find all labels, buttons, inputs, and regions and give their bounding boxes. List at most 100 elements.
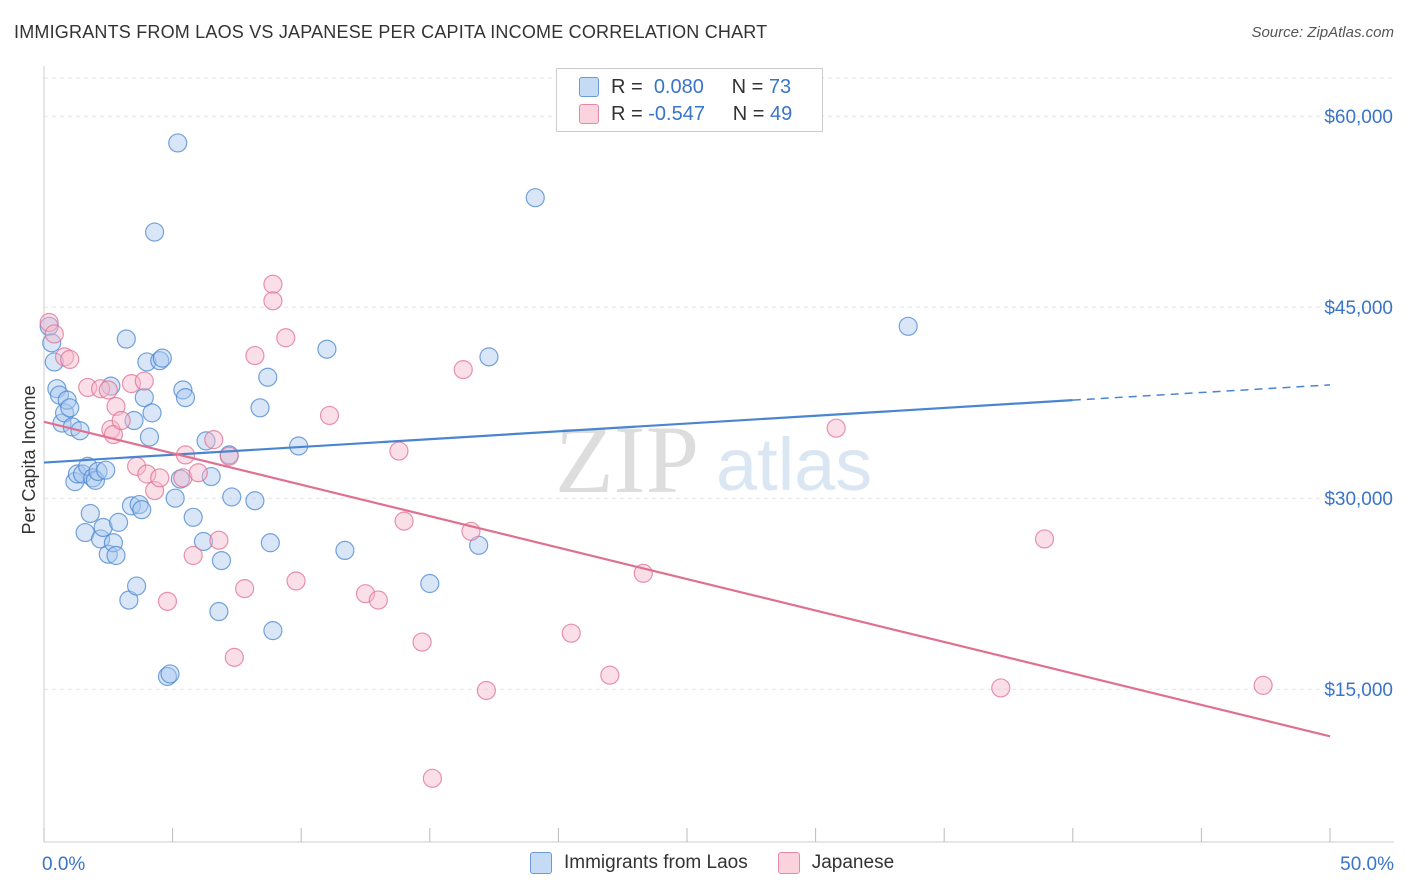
data-point [420, 573, 440, 594]
data-point [137, 464, 157, 484]
data-point [235, 579, 255, 599]
data-point [898, 316, 918, 336]
legend-swatch-japanese [777, 852, 800, 874]
r-value-japanese: -0.547 [648, 102, 705, 125]
data-point [134, 388, 154, 408]
legend-item-japanese: Japanese [777, 852, 895, 874]
chart-title: IMMIGRANTS FROM LAOS VS JAPANESE PER CAP… [14, 22, 768, 42]
data-point [209, 530, 229, 550]
data-point [335, 540, 355, 561]
data-point [476, 680, 496, 701]
data-point [152, 348, 172, 368]
data-point [211, 550, 232, 571]
data-point [116, 329, 136, 349]
data-point [263, 291, 283, 311]
data-point [173, 468, 193, 488]
data-point [98, 544, 118, 564]
data-point [121, 496, 142, 516]
x-tick-label: 0.0% [42, 854, 85, 875]
data-point [525, 188, 545, 208]
r-label: R = [611, 102, 643, 125]
data-point [44, 352, 64, 372]
data-point [126, 576, 147, 596]
data-point [276, 328, 296, 348]
data-point [106, 545, 126, 566]
data-point [193, 531, 214, 552]
data-point [98, 380, 118, 400]
data-point [54, 347, 75, 367]
data-point [168, 133, 188, 153]
data-point [188, 463, 208, 483]
source-label: Source: ZipAtlas.com [1251, 24, 1394, 41]
legend-swatch-japanese [579, 104, 599, 124]
data-point [1034, 529, 1055, 549]
data-point [160, 664, 180, 684]
n-label: N = [732, 102, 765, 125]
data-point [93, 517, 113, 538]
series-legend: Immigrants from Laos Japanese [530, 852, 924, 874]
data-point [224, 647, 244, 667]
legend-row-japanese: R = -0.547 N = 49 [579, 102, 792, 126]
series-japanese [39, 274, 1273, 788]
data-point [245, 345, 265, 366]
correlation-legend: R = 0.080 N = 73 R = -0.547 N = 49 [556, 68, 823, 132]
data-point [134, 371, 154, 391]
y-tick-label: $60,000 [1324, 107, 1393, 128]
trend-line-laos [43, 399, 1073, 464]
data-point [250, 398, 270, 418]
data-point [173, 380, 193, 400]
axes [43, 66, 1394, 843]
watermark-zip: ZIP [555, 406, 699, 513]
legend-label-japanese: Japanese [811, 852, 895, 873]
data-point [88, 461, 108, 482]
data-point [150, 468, 170, 488]
data-point [175, 388, 196, 408]
data-point [263, 621, 283, 641]
data-point [319, 405, 340, 426]
x-tick-label: 50.0% [1340, 854, 1394, 875]
data-point [144, 222, 165, 242]
data-point [183, 545, 203, 566]
y-tick-label: $45,000 [1324, 298, 1393, 319]
data-point [412, 632, 432, 652]
data-point [44, 324, 64, 344]
n-value-japanese: 49 [770, 102, 793, 125]
data-point [1253, 675, 1273, 695]
data-point [389, 441, 409, 461]
trend-extension-laos [1072, 384, 1331, 401]
data-point [479, 347, 499, 367]
data-point [132, 500, 152, 520]
data-point [142, 403, 162, 423]
data-point [65, 472, 85, 492]
trend-line-japanese [43, 420, 1331, 738]
data-point [991, 678, 1011, 698]
legend-label-laos: Immigrants from Laos [564, 852, 748, 873]
data-point [245, 491, 265, 511]
data-point [286, 571, 306, 591]
data-point [260, 533, 280, 553]
data-point [157, 591, 178, 611]
data-point [394, 511, 414, 531]
data-point [826, 418, 846, 438]
data-point [90, 379, 111, 399]
data-point [108, 512, 129, 532]
data-point [201, 466, 221, 487]
n-label: N = [731, 75, 764, 98]
data-point [67, 464, 88, 484]
data-point [165, 488, 185, 508]
data-point [368, 590, 388, 610]
data-point [317, 339, 337, 359]
n-value-laos: 73 [768, 75, 792, 98]
r-value-laos: 0.080 [653, 75, 704, 98]
legend-row-laos: R = 0.080 N = 73 [579, 75, 791, 99]
data-point [139, 427, 160, 447]
trend-lines [43, 384, 1331, 738]
data-point [561, 623, 581, 643]
data-point [80, 503, 100, 524]
legend-swatch-laos [579, 77, 599, 97]
data-point [90, 529, 111, 549]
watermark-atlas: atlas [716, 423, 872, 506]
data-point [57, 390, 77, 410]
y-axis-label: Per Capita Income [19, 385, 39, 534]
